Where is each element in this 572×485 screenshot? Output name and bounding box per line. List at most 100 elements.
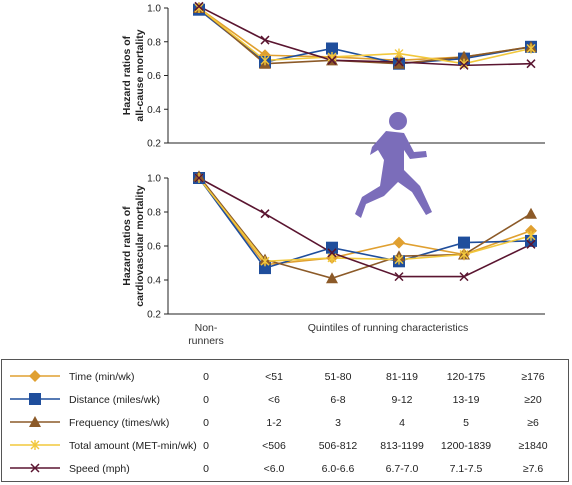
legend-cell: 5 — [463, 417, 469, 429]
data-point — [394, 254, 404, 265]
data-point — [526, 230, 536, 241]
legend-cell: 6-8 — [330, 394, 345, 406]
legend-cell: 0 — [203, 417, 209, 429]
legend-cell: 3 — [335, 417, 341, 429]
legend-series-name: Total amount (MET-min/wk) — [69, 440, 197, 452]
data-point — [260, 209, 270, 219]
legend-row: Distance (miles/wk) 0 <6 6-8 9-12 13-19 ≥20 — [10, 393, 542, 406]
legend-cell: 4 — [399, 417, 405, 429]
series-line — [198, 177, 532, 266]
data-point — [327, 248, 337, 258]
legend-cell: ≥6 — [527, 417, 539, 429]
data-point — [458, 50, 470, 62]
data-point — [393, 236, 405, 249]
y-axis-label: Hazard ratios of — [121, 35, 133, 115]
legend-cell: 0 — [203, 440, 209, 452]
y-tick-label: 0.8 — [147, 208, 161, 219]
series-line — [198, 177, 532, 270]
data-point — [459, 249, 469, 260]
series-line — [198, 177, 532, 278]
legend-cell: ≥1840 — [518, 440, 547, 452]
legend-series-name: Speed (mph) — [69, 463, 130, 475]
y-tick-label: 0.8 — [147, 37, 161, 48]
data-point — [326, 272, 338, 284]
y-tick-label: 0.4 — [147, 276, 161, 287]
data-point — [526, 59, 536, 69]
y-tick-label: 0.6 — [147, 71, 161, 82]
data-point — [526, 43, 536, 54]
legend-row: Time (min/wk) 0 <51 51-80 81-119 120-175 ≥176 — [10, 370, 545, 383]
legend-cell: 9-12 — [391, 394, 412, 406]
data-point — [459, 272, 469, 282]
running-person-icon — [355, 112, 432, 218]
legend-cell: 81-119 — [386, 371, 418, 383]
legend-series-name: Distance (miles/wk) — [69, 394, 160, 406]
legend-series-name: Frequency (times/wk) — [69, 417, 169, 429]
legend-cell: 1200-1839 — [441, 440, 491, 452]
legend-cell: 0 — [203, 371, 209, 383]
y-tick-label: 0.4 — [147, 105, 161, 116]
legend-marker — [30, 463, 40, 473]
legend-cell: 6.0-6.6 — [322, 463, 355, 475]
series-line — [198, 5, 532, 67]
y-tick-label: 0.2 — [147, 139, 161, 150]
series-line — [198, 9, 532, 65]
legend-cell: 1-2 — [266, 417, 281, 429]
legend-cell: <6.0 — [264, 463, 285, 475]
legend-row: Frequency (times/wk) 0 1-2 3 4 5 ≥6 — [10, 416, 539, 429]
data-point — [394, 48, 404, 59]
legend-table: Time (min/wk) 0 <51 51-80 81-119 120-175 ≥176 D… — [1, 359, 569, 482]
data-point — [458, 236, 470, 249]
non-runners-label-line2: runners — [188, 335, 224, 347]
legend-cell: 120-175 — [447, 371, 486, 383]
legend-marker — [29, 416, 41, 427]
legend-cell: ≥20 — [524, 394, 542, 406]
y-axis-label: all-cause mortality — [134, 29, 146, 121]
data-point — [525, 207, 537, 219]
data-point — [194, 3, 204, 13]
series-line — [198, 7, 532, 65]
data-point — [260, 55, 270, 66]
legend-cell: <51 — [265, 371, 283, 383]
data-point — [327, 55, 337, 65]
legend-marker — [29, 393, 41, 405]
data-point — [260, 35, 270, 45]
y-axis-label: cardiovascular mortality — [134, 185, 146, 307]
legend-cell: 813-1199 — [380, 440, 424, 452]
legend-cell: 6.7-7.0 — [386, 463, 419, 475]
y-tick-label: 0.2 — [147, 310, 161, 321]
data-point — [526, 239, 536, 249]
series-line — [198, 7, 532, 62]
data-point — [194, 173, 204, 183]
x-axis-label: Quintiles of running characteristics — [308, 322, 469, 334]
data-point — [394, 57, 404, 67]
cardiovascular-panel: 1.0 0.8 0.6 0.4 0.2 Hazard ratios of cardiovas… — [121, 170, 545, 321]
legend-cell: <506 — [262, 440, 286, 452]
all-cause-panel: 1.0 0.8 0.6 0.4 0.2 Hazard ratios of all-cause… — [121, 1, 545, 150]
series-line — [198, 175, 532, 280]
legend-marker — [29, 370, 41, 382]
data-point — [194, 1, 204, 11]
data-point — [260, 256, 270, 267]
y-tick-label: 1.0 — [147, 4, 161, 15]
legend-cell: 506-812 — [319, 440, 358, 452]
legend-cell: 51-80 — [325, 371, 352, 383]
legend-marker — [30, 440, 40, 450]
legend-cell: ≥176 — [521, 371, 544, 383]
legend-row: Speed (mph) 0 <6.0 6.0-6.6 6.7-7.0 7.1-7.5 ≥7.… — [10, 463, 543, 475]
series-line — [198, 7, 532, 65]
data-point — [459, 60, 469, 70]
legend-cell: 7.1-7.5 — [450, 463, 483, 475]
legend-cell: 0 — [203, 394, 209, 406]
y-axis-label: Hazard ratios of — [121, 206, 133, 286]
data-point — [459, 58, 469, 69]
legend-svg: Time (min/wk) 0 <51 51-80 81-119 120-175 ≥176 D… — [10, 370, 548, 475]
data-point — [394, 272, 404, 282]
legend-cell: <6 — [268, 394, 280, 406]
series-line — [198, 177, 532, 263]
legend-cell: 0 — [203, 463, 209, 475]
legend-row: Total amount (MET-min/wk) 0 <506 506-812 813… — [10, 440, 548, 452]
legend-cell: 13-19 — [453, 394, 480, 406]
y-tick-label: 1.0 — [147, 174, 161, 185]
